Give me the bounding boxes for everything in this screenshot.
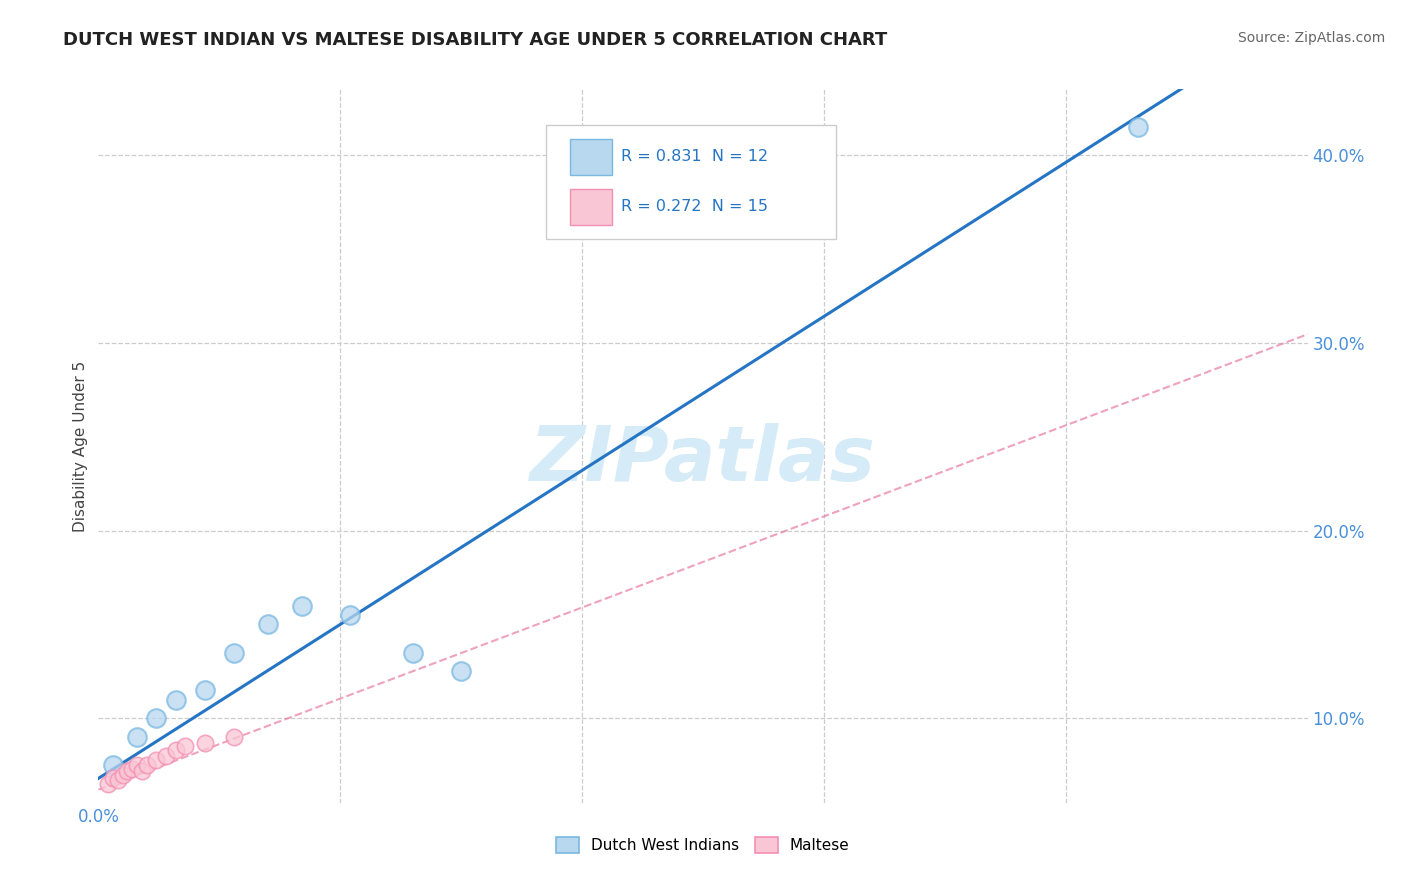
Point	[101, 772, 124, 786]
Point	[111, 767, 134, 781]
Point	[145, 711, 167, 725]
Point	[97, 777, 120, 791]
Point	[145, 753, 167, 767]
Text: DUTCH WEST INDIAN VS MALTESE DISABILITY AGE UNDER 5 CORRELATION CHART: DUTCH WEST INDIAN VS MALTESE DISABILITY …	[63, 31, 887, 49]
Point	[155, 748, 177, 763]
Point	[222, 730, 245, 744]
FancyBboxPatch shape	[569, 139, 613, 175]
Legend: Dutch West Indians, Maltese: Dutch West Indians, Maltese	[550, 831, 856, 859]
Point	[127, 730, 149, 744]
Point	[121, 762, 143, 776]
Text: Source: ZipAtlas.com: Source: ZipAtlas.com	[1237, 31, 1385, 45]
Point	[402, 646, 425, 660]
FancyBboxPatch shape	[569, 189, 613, 225]
Point	[165, 743, 187, 757]
Point	[1128, 120, 1150, 134]
Point	[194, 736, 217, 750]
Point	[135, 758, 157, 772]
Y-axis label: Disability Age Under 5: Disability Age Under 5	[73, 360, 89, 532]
Point	[165, 692, 187, 706]
Point	[290, 599, 312, 613]
Point	[222, 646, 245, 660]
Point	[256, 617, 278, 632]
FancyBboxPatch shape	[546, 125, 837, 239]
Text: R = 0.831  N = 12: R = 0.831 N = 12	[621, 150, 768, 164]
Text: R = 0.272  N = 15: R = 0.272 N = 15	[621, 200, 768, 214]
Point	[127, 758, 149, 772]
Point	[131, 764, 153, 778]
Point	[117, 764, 139, 778]
Text: ZIPatlas: ZIPatlas	[530, 424, 876, 497]
Point	[107, 773, 129, 788]
Point	[194, 683, 217, 698]
Point	[339, 607, 361, 622]
Point	[174, 739, 197, 754]
Point	[101, 758, 124, 772]
Point	[450, 665, 472, 679]
